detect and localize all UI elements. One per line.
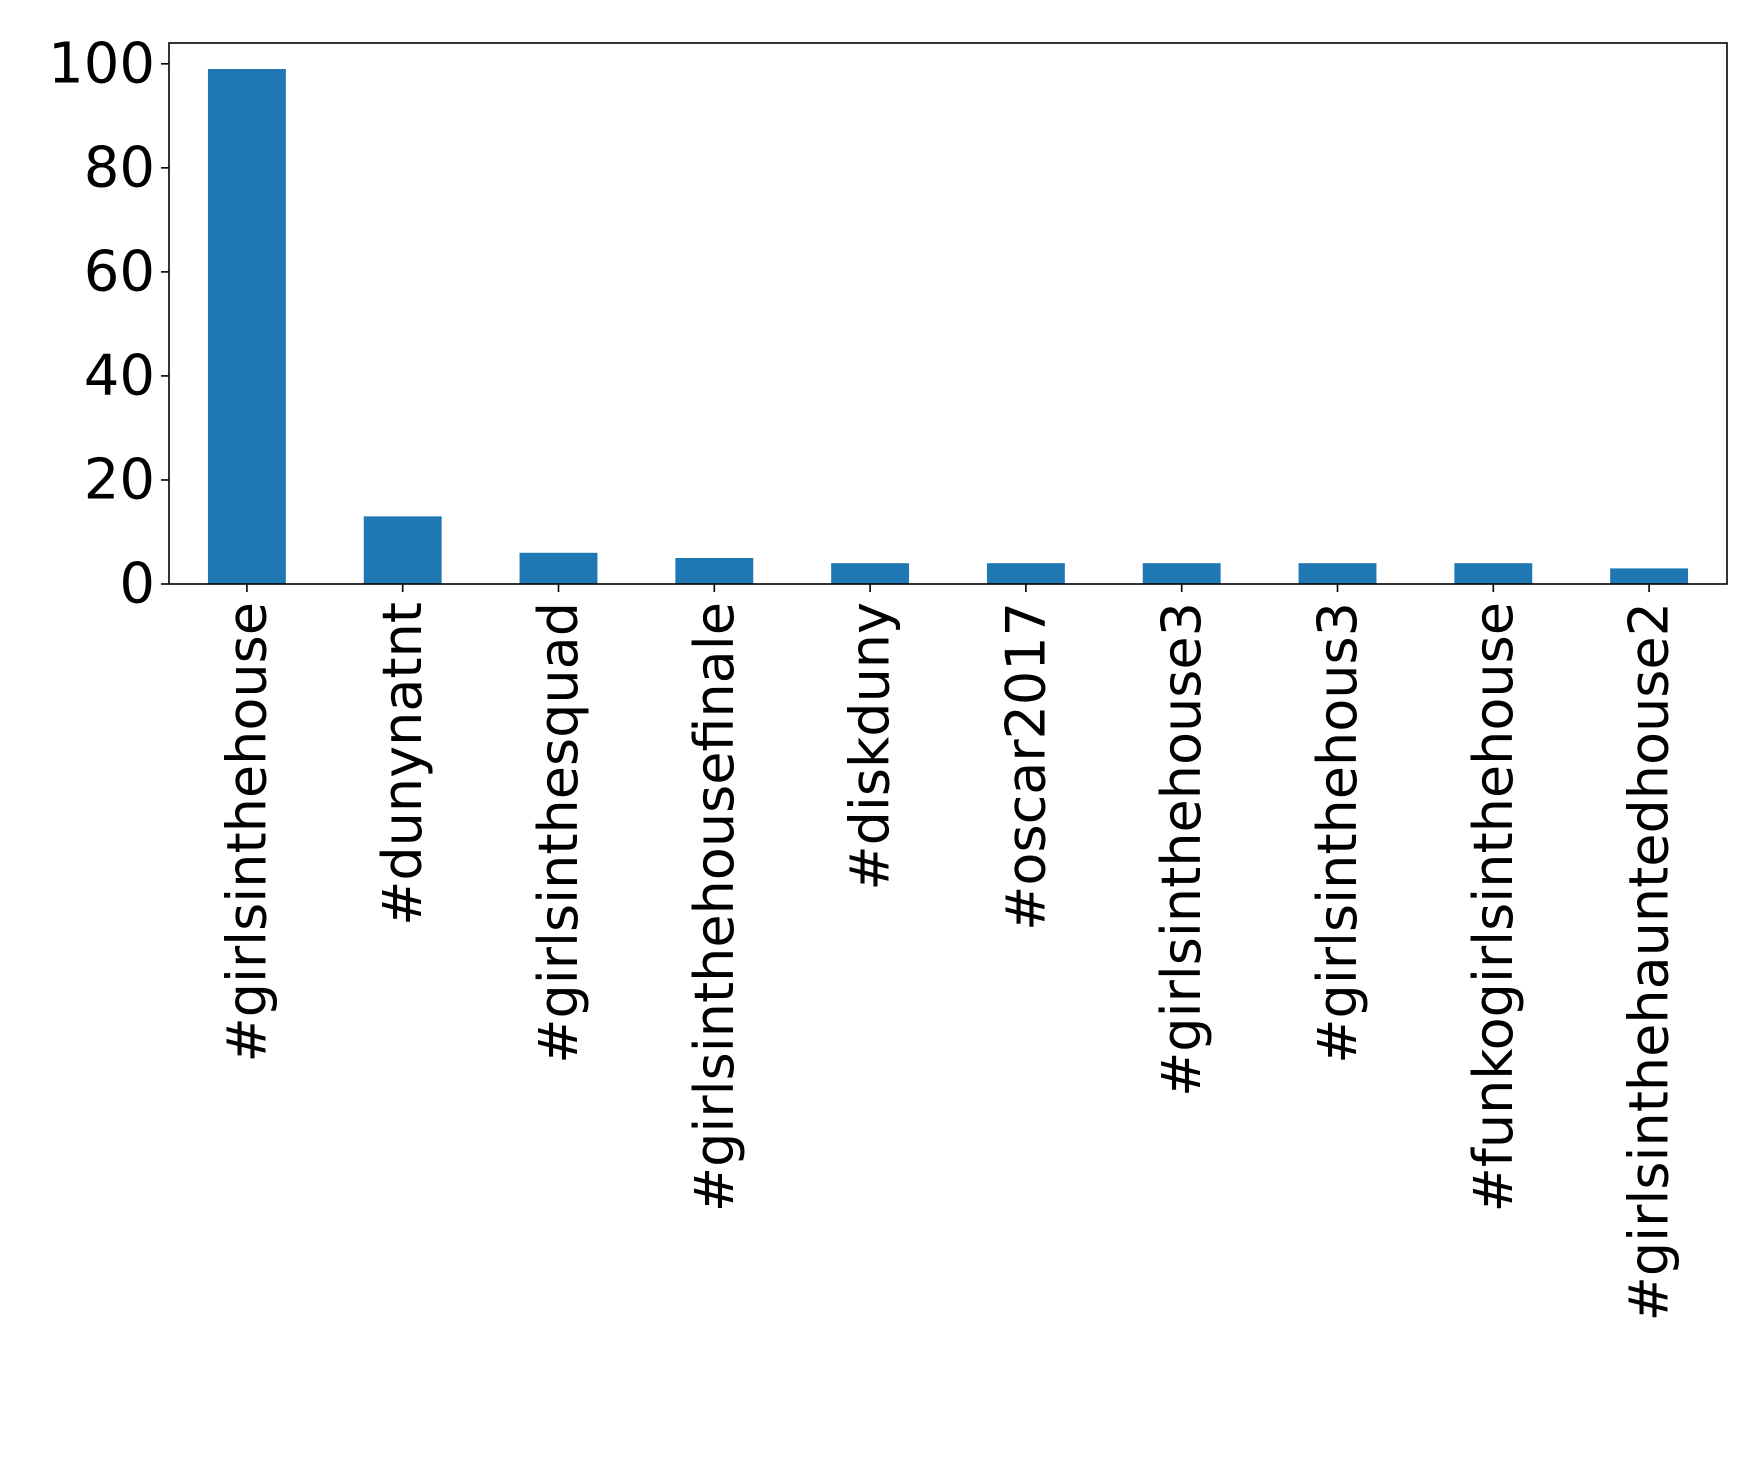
bar (1610, 568, 1689, 584)
bar (986, 563, 1065, 584)
x-tick-label: #dunynatnt (371, 602, 434, 926)
bar (363, 516, 442, 584)
x-tick-label: #girlsinthehauntedhouse2 (1618, 602, 1681, 1321)
bar (1454, 563, 1533, 584)
x-tick-label: #girlsinthesquad (527, 602, 590, 1064)
y-tick-label: 0 (119, 552, 155, 617)
x-tick-label: #funkogirlsinthehouse (1462, 602, 1525, 1212)
x-tick-label: #girlsinthehousefinale (683, 602, 746, 1212)
y-tick-label: 20 (84, 447, 155, 512)
y-tick-label: 40 (84, 343, 155, 408)
bar (1142, 563, 1221, 584)
bar (831, 563, 910, 584)
bar (1298, 563, 1377, 584)
bars-group (207, 69, 1689, 584)
x-tick-label: #girlsinthehouse3 (1150, 602, 1213, 1097)
bar (675, 557, 754, 584)
y-axis: 0 20 40 60 80 100 (48, 31, 169, 617)
y-tick-label: 60 (84, 239, 155, 304)
x-tick-label: #girlsinthehouse (215, 602, 278, 1063)
y-tick-label: 80 (84, 135, 155, 200)
y-tick-label: 100 (48, 31, 155, 96)
x-tick-label: #oscar2017 (994, 602, 1057, 931)
plot-frame (168, 42, 1728, 585)
bar (519, 552, 598, 584)
x-tick-label: #diskduny (839, 602, 902, 891)
bar (207, 69, 286, 584)
x-axis: #girlsinthehouse #dunynatnt #girlsinthesqu… (215, 584, 1681, 1321)
x-tick-label: #girlsinthehous3 (1306, 602, 1369, 1064)
